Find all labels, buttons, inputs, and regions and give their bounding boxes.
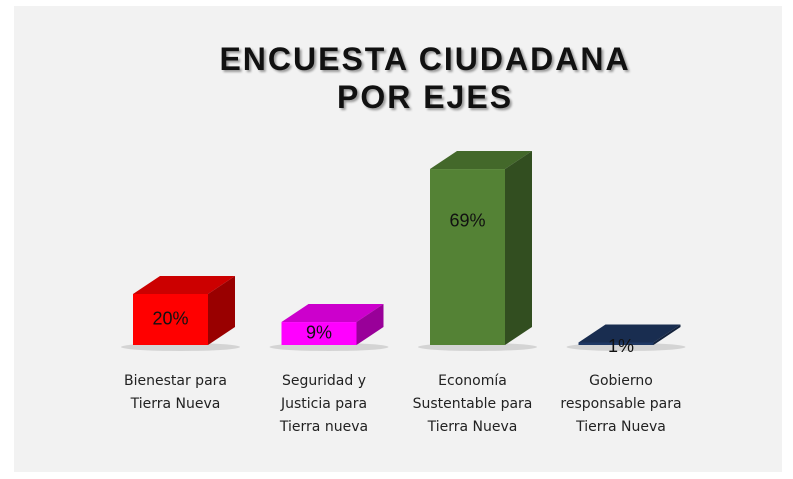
bar [281,304,384,345]
data-label: 9% [306,322,332,342]
bar-side [653,324,681,345]
chart-area [14,6,782,472]
data-label: 20% [152,308,188,328]
bar-side [208,276,235,345]
data-label: 1% [608,336,634,356]
bar-front [430,169,505,345]
bar-top [578,324,681,343]
bar-top [133,276,235,294]
x-tick-label: Bienestar para Tierra Nueva [124,373,227,412]
data-label: 69% [449,211,485,231]
bar [578,324,681,345]
bar [133,276,235,345]
x-tick-label: Gobierno responsable para Tierra Nueva [560,373,682,435]
bar [430,151,532,345]
bar-top [430,151,532,170]
chart-title: ENCUESTA CIUDADANA POR EJES [219,41,631,115]
bar-front [578,342,654,345]
bar-front [133,294,208,345]
bar-top [281,304,384,323]
bar-front [281,322,357,345]
bar-side [505,151,532,345]
x-tick-label: Economía Sustentable para Tierra Nueva [412,373,533,435]
x-tick-label: Seguridad y Justicia para Tierra nueva [279,373,369,435]
bar-side [356,304,384,345]
